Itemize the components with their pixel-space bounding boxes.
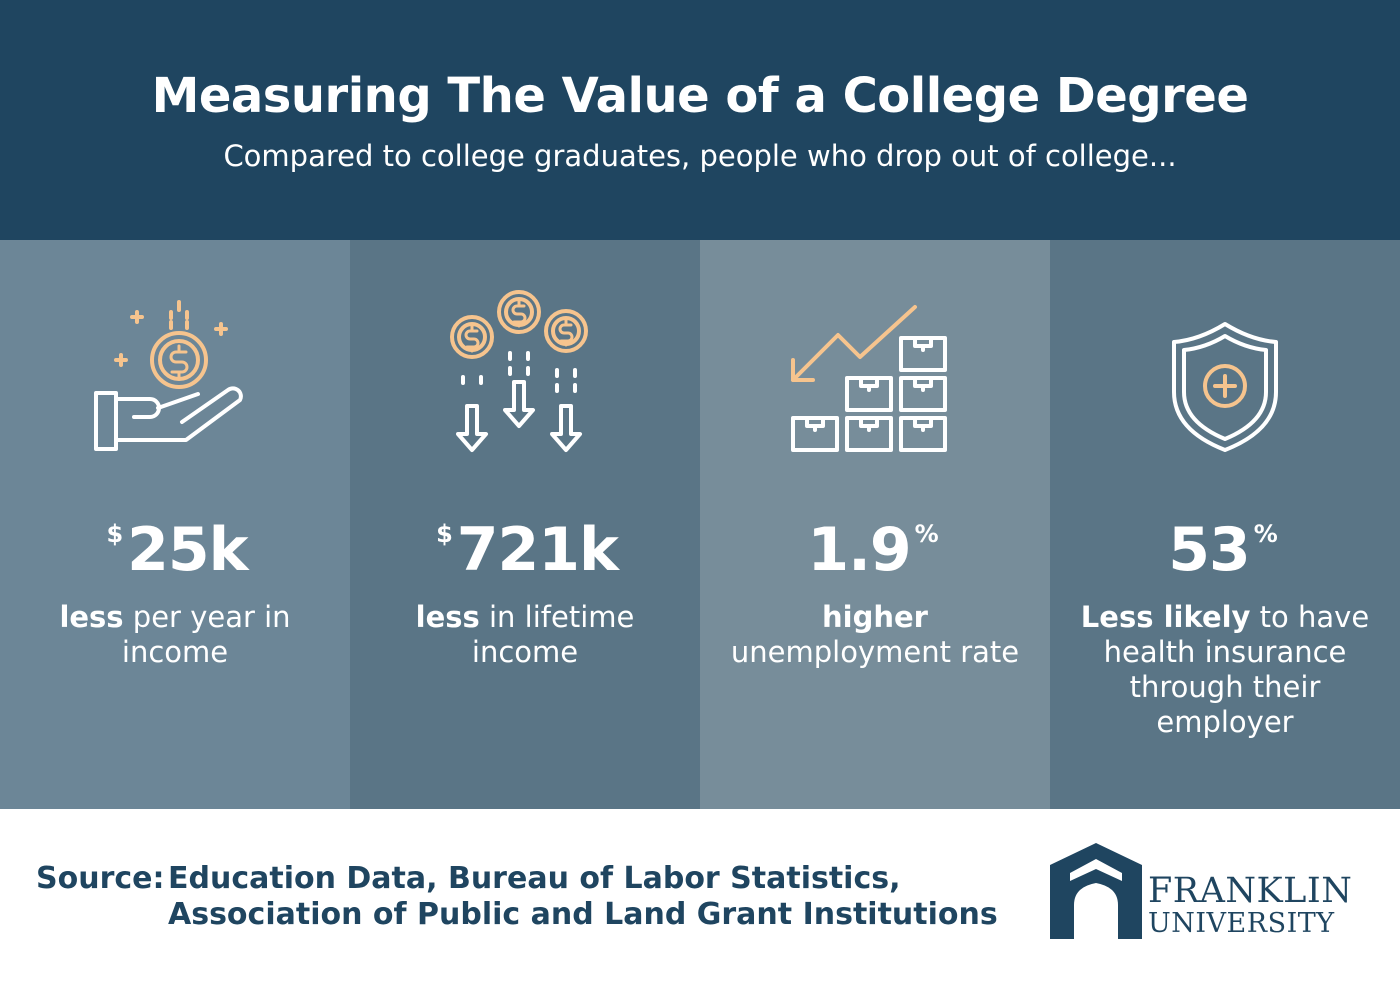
header-banner: Measuring The Value of a College Degree … (0, 0, 1400, 240)
stat-description: less in lifetime income (370, 600, 680, 670)
stat-card-health-insurance: 53% Less likely to have health insurance… (1050, 240, 1400, 809)
stat-suffix: % (914, 520, 939, 548)
stat-description-bold: higher (822, 600, 928, 634)
stat-description-rest: in lifetime income (471, 600, 635, 669)
arch-logo-icon (1050, 843, 1142, 939)
stat-description: Less likely to have health insurance thr… (1070, 600, 1380, 740)
stat-figure: $721k (350, 498, 700, 585)
declining-boxes-chart-icon (775, 290, 975, 470)
logo-wordmark-line2: UNIVERSITY (1148, 908, 1335, 939)
stat-value: 25k (127, 515, 248, 585)
stat-card-lifetime-income: $721k less in lifetime income (350, 240, 700, 809)
stat-description-rest: per year in income (121, 600, 291, 669)
stat-card-unemployment: 1.9% higher unemployment rate (700, 240, 1050, 809)
franklin-university-logo: FRANKLIN UNIVERSITY (1050, 843, 1370, 943)
hand-holding-coin-icon (75, 290, 275, 470)
stat-prefix: $ (106, 520, 124, 548)
stat-prefix: $ (436, 520, 453, 548)
stat-value: 1.9 (807, 515, 911, 585)
logo-wordmark-line1: FRANKLIN (1148, 871, 1353, 911)
stat-figure: $25k (0, 498, 350, 585)
stat-suffix: % (1253, 520, 1278, 548)
page-subtitle: Compared to college graduates, people wh… (223, 139, 1177, 173)
stat-value: 721k (456, 515, 619, 585)
stat-figure: 1.9% (700, 498, 1050, 585)
stat-description-rest: unemployment rate (730, 635, 1020, 669)
source-label: Source: (36, 861, 165, 896)
stat-figure: 53% (1050, 498, 1400, 585)
stat-description: higher unemployment rate (720, 600, 1030, 670)
stat-description-rest: to have health insurance through their e… (1103, 600, 1370, 739)
stat-description-bold: less (59, 600, 124, 634)
stats-row: $25k less per year in income (0, 240, 1400, 809)
stat-description-bold: less (415, 600, 480, 634)
footer: Source: Education Data, Bureau of Labor … (0, 809, 1400, 985)
stat-card-annual-income: $25k less per year in income (0, 240, 350, 809)
stat-value: 53 (1168, 515, 1250, 585)
coins-falling-arrows-icon (425, 290, 625, 470)
shield-plus-icon (1125, 290, 1325, 470)
source-text: Education Data, Bureau of Labor Statisti… (168, 861, 998, 932)
stat-description: less per year in income (20, 600, 330, 670)
stat-description-bold: Less likely (1080, 600, 1251, 634)
page-title: Measuring The Value of a College Degree (151, 68, 1249, 124)
